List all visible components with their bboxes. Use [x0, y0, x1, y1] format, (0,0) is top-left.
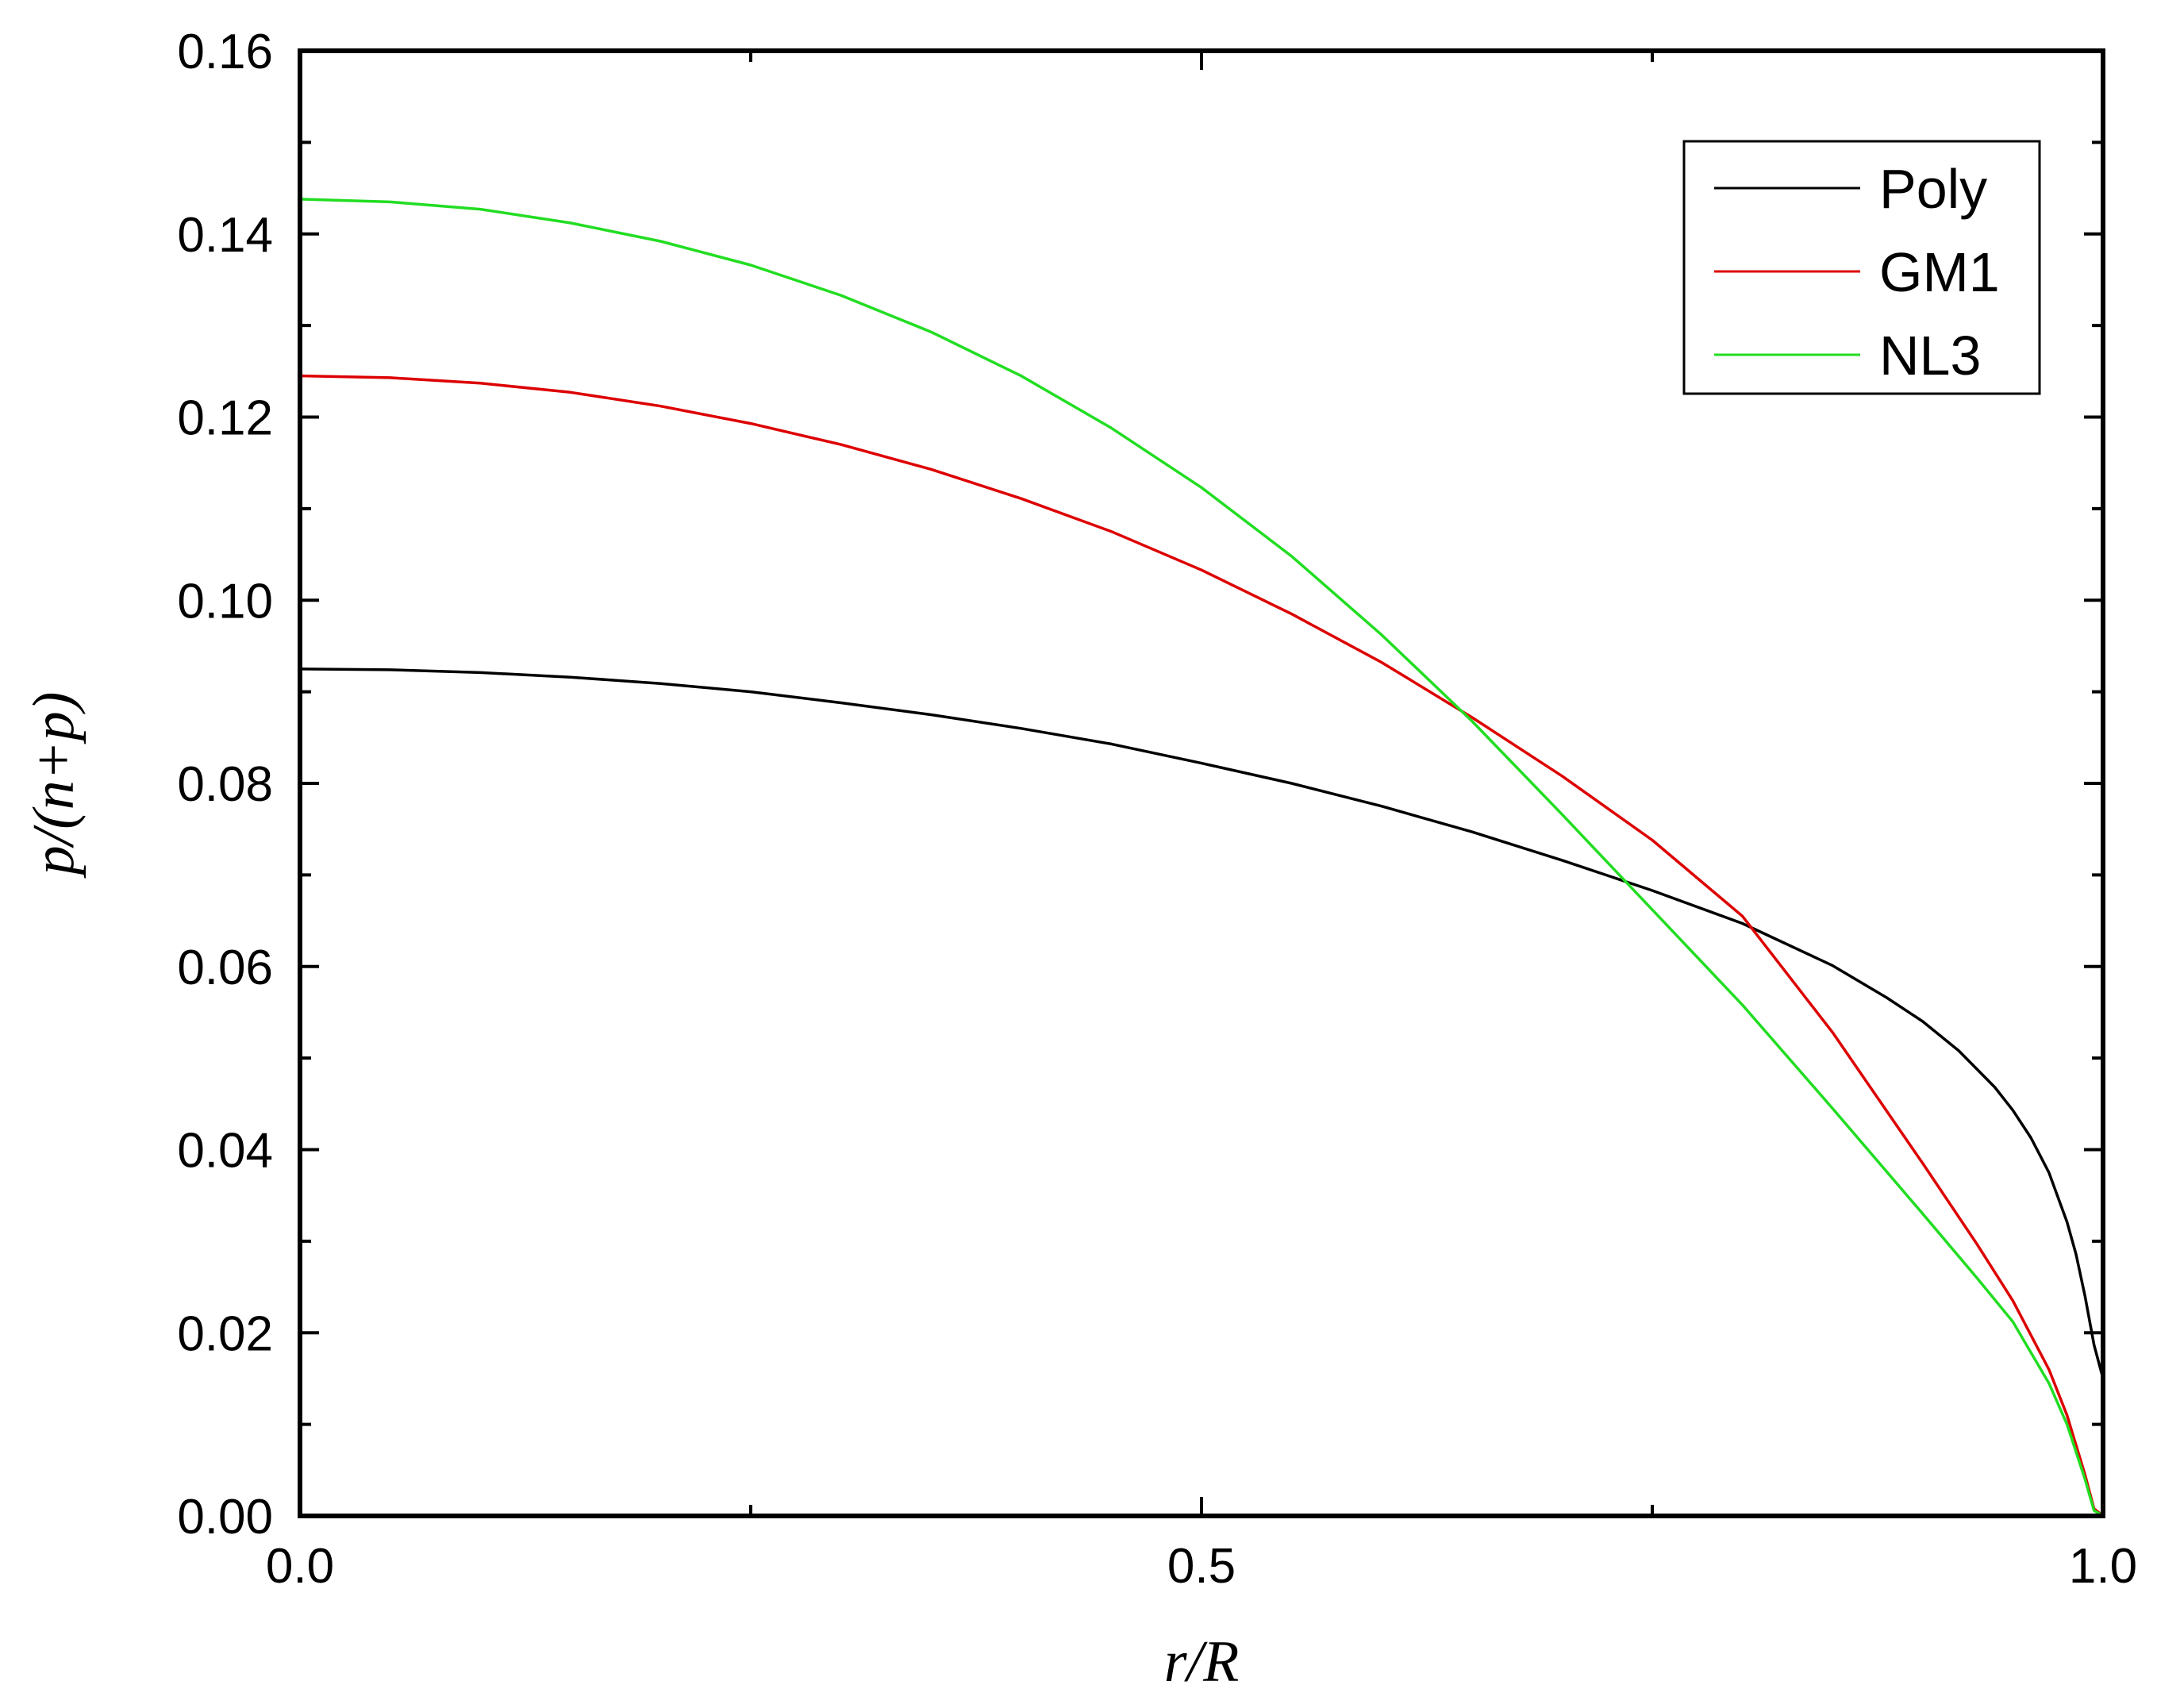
- y-tick-label: 0.14: [177, 208, 273, 263]
- x-tick-label: 0.0: [266, 1539, 334, 1594]
- series-layer: [299, 198, 2105, 1518]
- x-tick-label: 0.5: [1167, 1539, 1236, 1594]
- y-axis-title: p/(n+p): [21, 692, 87, 879]
- legend-label-poly: Poly: [1879, 158, 1987, 220]
- x-axis-title: r/R: [1164, 1629, 1240, 1695]
- y-tick-label: 0.10: [177, 574, 273, 629]
- legend: Poly GM1 NL3: [1682, 140, 2041, 395]
- series-line-poly: [299, 667, 2105, 1379]
- y-tick-label: 0.04: [177, 1124, 273, 1179]
- y-tick-label: 0.06: [177, 941, 273, 995]
- y-tick-label: 0.02: [177, 1306, 273, 1361]
- ticks-layer: 0.00 0.02 0.04 0.06 0.08 0.10 0.12 0.14 0.16 0.0 0…: [177, 25, 2137, 1594]
- series-line-nl3: [299, 198, 2104, 1518]
- series-line-gm1: [299, 374, 2105, 1518]
- legend-box: [1682, 140, 2041, 395]
- y-tick-label: 0.00: [177, 1490, 273, 1545]
- y-tick-label: 0.08: [177, 757, 273, 812]
- legend-label-nl3: NL3: [1879, 325, 1981, 387]
- y-tick-label: 0.12: [177, 391, 273, 446]
- y-tick-label: 0.16: [177, 25, 273, 79]
- x-tick-label: 1.0: [2069, 1539, 2137, 1594]
- plot-frame: [298, 48, 2105, 1518]
- legend-label-gm1: GM1: [1879, 241, 2000, 303]
